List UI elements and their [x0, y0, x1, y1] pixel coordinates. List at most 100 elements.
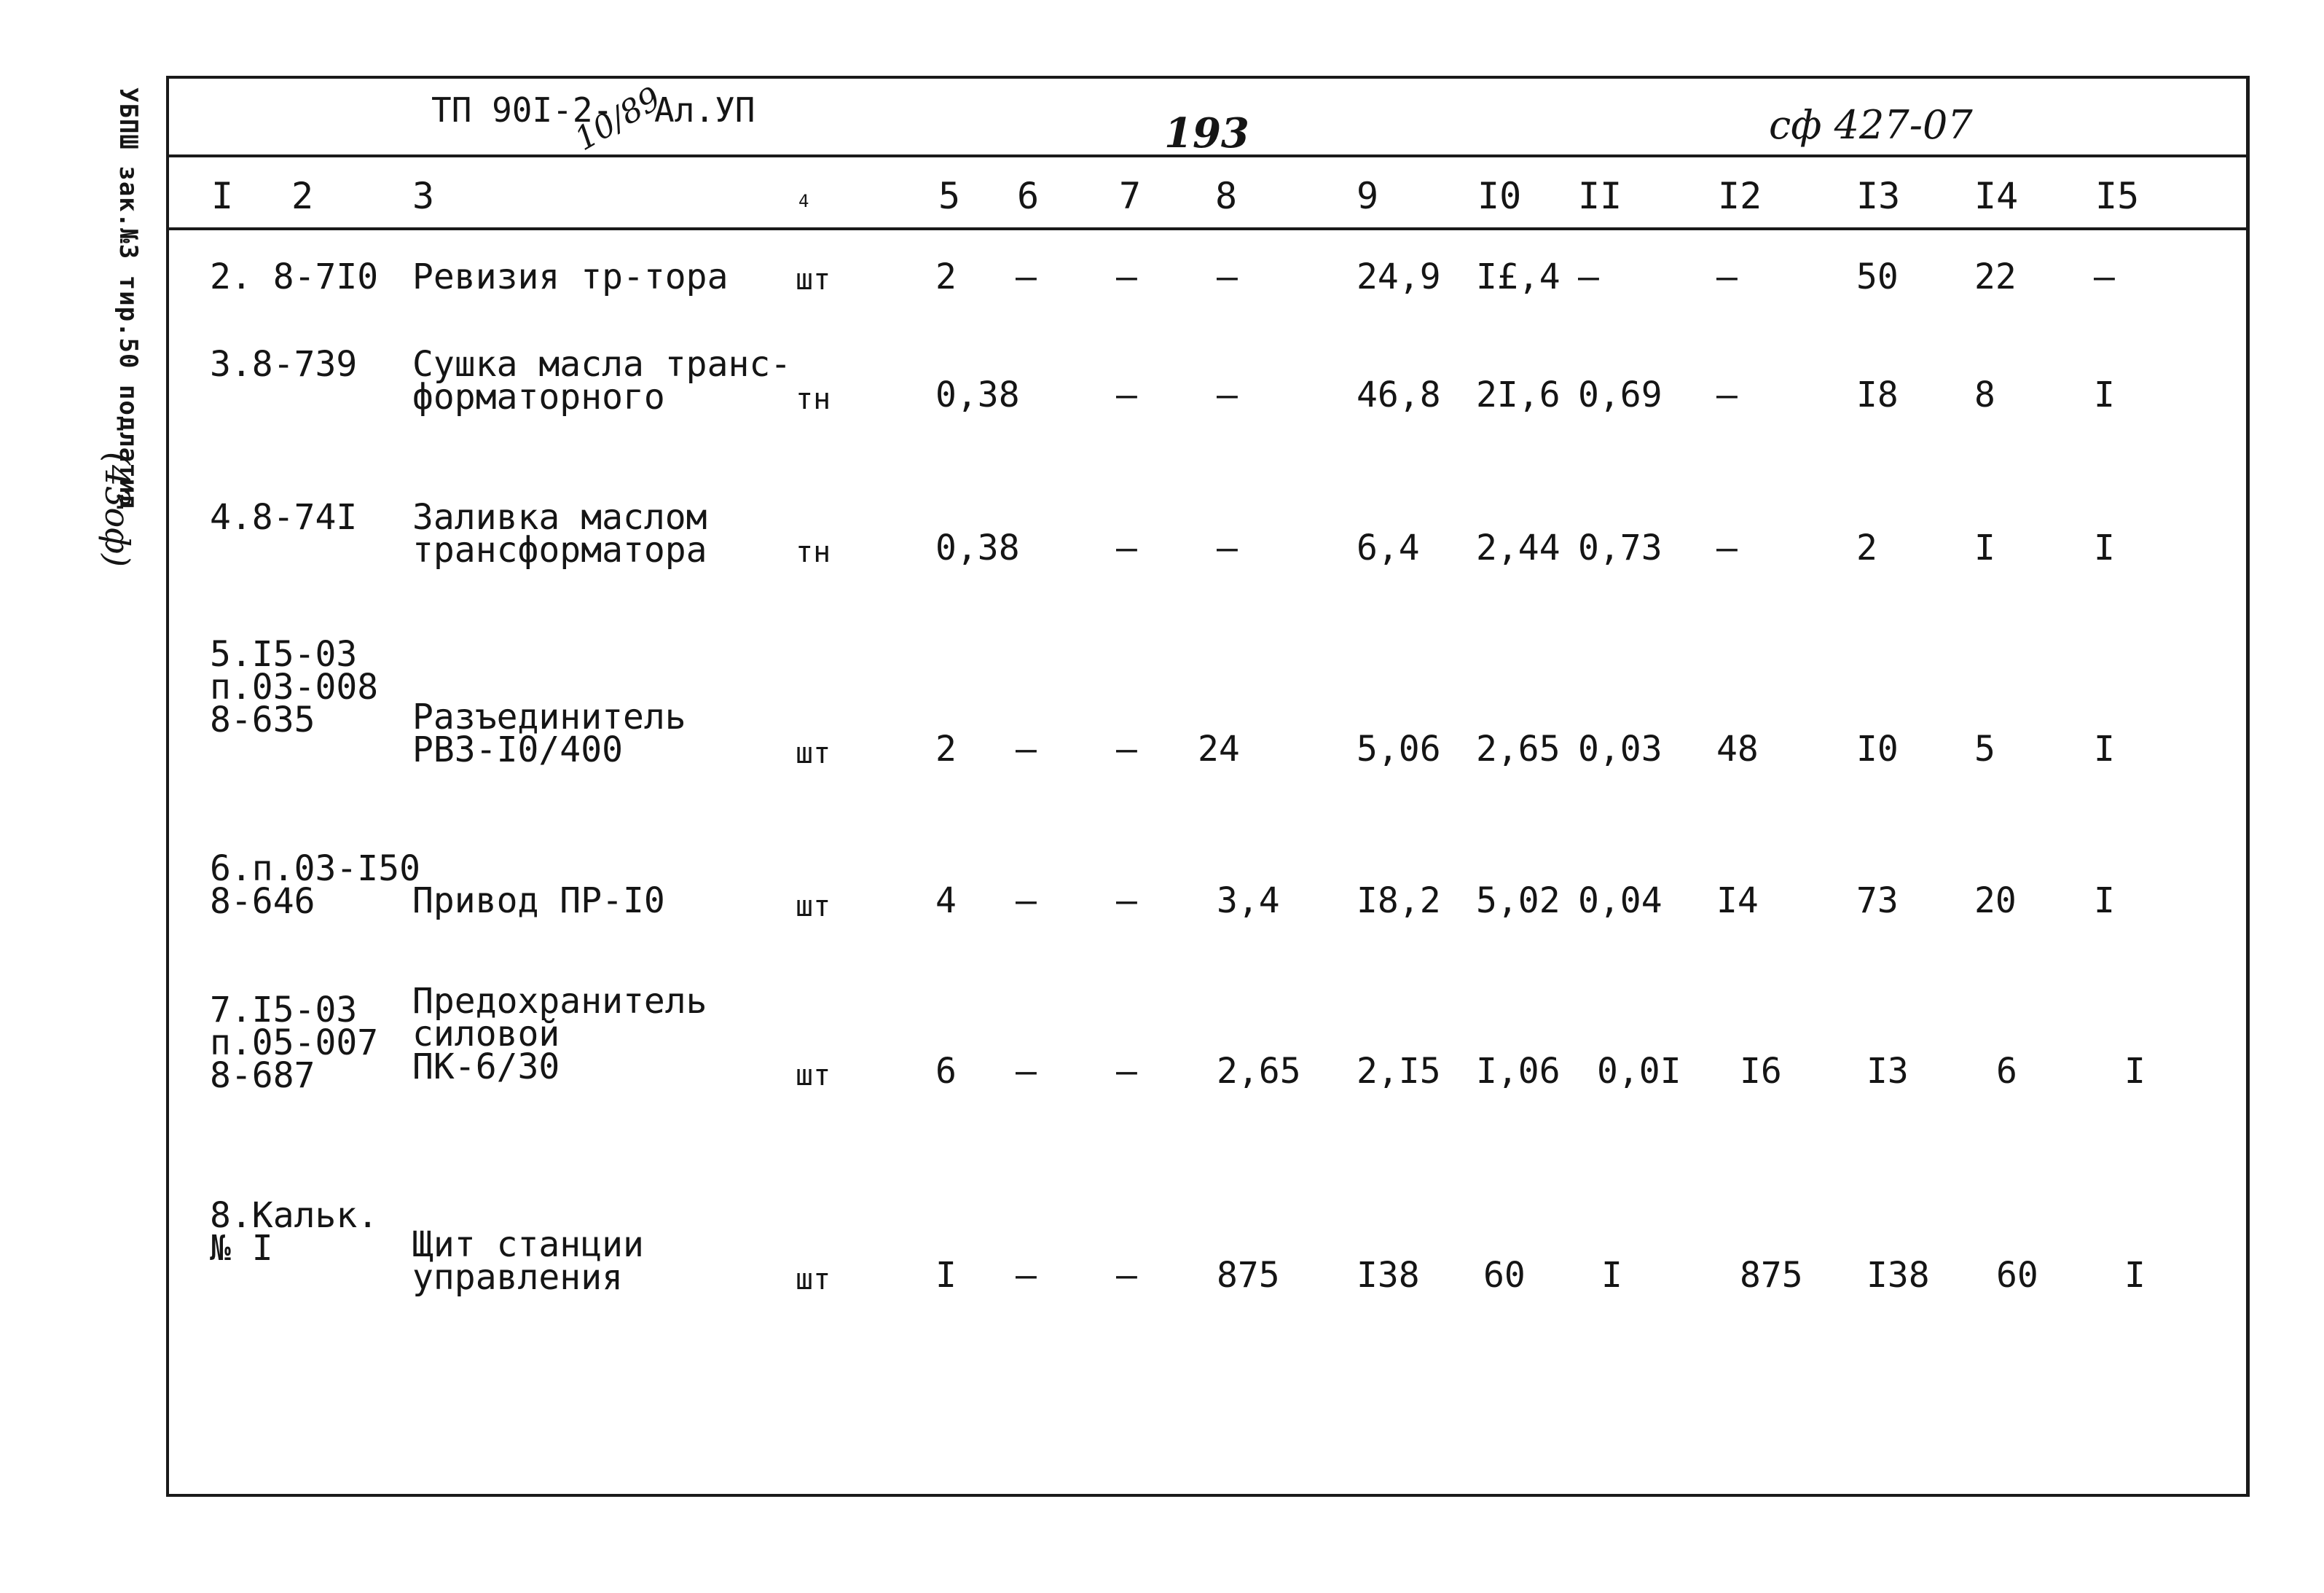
cell-col15: I	[2094, 880, 2115, 921]
cell-col8: –	[1217, 375, 1238, 415]
row-code: 4.8-74I	[210, 497, 358, 538]
cell-col12: 48	[1716, 729, 1759, 770]
cell-col6: –	[1016, 729, 1037, 770]
table-frame	[166, 76, 2250, 1497]
column-number-3: 3	[412, 175, 435, 217]
column-numbers-divider	[166, 227, 2250, 230]
cell-col14: 8	[1974, 375, 1995, 415]
cell-col7: –	[1116, 880, 1137, 921]
column-number-7: 7	[1119, 175, 1142, 217]
column-number-13: I3	[1856, 175, 1901, 217]
row-name: Разъединитель РВЗ-I0/400	[412, 697, 686, 770]
row-code: 2. 8-7I0	[210, 257, 379, 297]
cell-col8: 2,65	[1217, 1051, 1301, 1092]
cell-col14: I	[1974, 528, 1995, 568]
cell-col11: I	[1601, 1255, 1622, 1296]
cell-col5: 4	[935, 880, 957, 921]
cell-col13: I8	[1856, 375, 1899, 415]
row-unit: шт	[796, 890, 831, 923]
document-code: ТП 90I-2-	[431, 90, 613, 130]
cell-col15: I	[2124, 1051, 2146, 1092]
cell-col15: I	[2094, 375, 2115, 415]
column-number-12: I2	[1718, 175, 1762, 217]
row-unit: тн	[796, 536, 831, 569]
column-number-15: I5	[2095, 175, 2140, 217]
cell-col9: I8,2	[1357, 880, 1441, 921]
cell-col8: 875	[1217, 1255, 1280, 1296]
cell-col11: –	[1578, 257, 1599, 297]
row-unit: шт	[796, 263, 831, 297]
row-unit: тн	[796, 383, 831, 416]
cell-col6: –	[1016, 1255, 1037, 1296]
column-number-9: 9	[1357, 175, 1379, 217]
cell-col10: 2,65	[1476, 729, 1561, 770]
cell-col6: –	[1016, 1051, 1037, 1092]
column-number-11: II	[1578, 175, 1622, 217]
cell-col13: 73	[1856, 880, 1899, 921]
column-number-14: I4	[1974, 175, 2019, 217]
cell-col7: –	[1116, 528, 1137, 568]
cell-col12: –	[1716, 375, 1738, 415]
cell-col14: 5	[1974, 729, 1995, 770]
cell-col11: 0,04	[1578, 880, 1662, 921]
cell-col11: 0,03	[1578, 729, 1662, 770]
row-code: 8.Кальк. № I	[210, 1195, 379, 1269]
cell-col11: 0,0I	[1597, 1051, 1681, 1092]
cell-col8: –	[1217, 528, 1238, 568]
cell-col12: –	[1716, 257, 1738, 297]
row-code: 5.I5-03 п.03-008 8-635	[210, 634, 379, 740]
column-number-2: 2	[291, 175, 314, 217]
column-number-10: I0	[1477, 175, 1522, 217]
row-name: Заливка маслом трансформатора	[412, 497, 707, 571]
sheet-reference: сф 427-07	[1769, 102, 1973, 148]
cell-col7: –	[1116, 375, 1137, 415]
row-code: 7.I5-03 п.05-007 8-687	[210, 990, 379, 1096]
row-name: Предохранитель силовой ПК-6/30	[412, 981, 707, 1087]
cell-col15: I	[2094, 729, 2115, 770]
cell-col15: I	[2094, 528, 2115, 568]
cell-col10: 2,44	[1476, 528, 1561, 568]
row-unit: шт	[796, 737, 831, 770]
cell-col13: 50	[1856, 257, 1899, 297]
cell-col12: I4	[1716, 880, 1759, 921]
cell-col14: 20	[1974, 880, 2017, 921]
column-number-6: 6	[1017, 175, 1040, 217]
row-code: 3.8-739	[210, 344, 358, 385]
row-name: Привод ПР-I0	[412, 880, 665, 921]
margin-note: (43оф)	[98, 452, 137, 568]
print-stamp: УБПШ зак.№3 тир.50 подлатид	[114, 87, 143, 510]
cell-col8: 24	[1198, 729, 1240, 770]
row-name: Ревизия тр-тора	[412, 257, 729, 297]
cell-col13: I0	[1856, 729, 1899, 770]
column-number-4: 4	[798, 191, 809, 211]
cell-col12: I6	[1740, 1051, 1782, 1092]
cell-col14: 60	[1996, 1255, 2038, 1296]
row-unit: шт	[796, 1059, 831, 1092]
cell-col7: –	[1116, 257, 1137, 297]
album-label: Ал.УП	[654, 90, 755, 130]
cell-col7: –	[1116, 1051, 1137, 1092]
cell-col5: I	[935, 1255, 957, 1296]
row-code: 6.п.03-I50 8-646	[210, 848, 420, 922]
cell-col8: –	[1217, 257, 1238, 297]
cell-col5: 0,38	[935, 528, 1020, 568]
cell-col5: 2	[935, 257, 957, 297]
column-number-1: I	[211, 175, 234, 217]
cell-col11: 0,73	[1578, 528, 1662, 568]
cell-col10: 60	[1483, 1255, 1526, 1296]
cell-col10: I,06	[1476, 1051, 1561, 1092]
row-unit: шт	[796, 1263, 831, 1296]
cell-col5: 2	[935, 729, 957, 770]
cell-col9: 24,9	[1357, 257, 1441, 297]
cell-col5: 0,38	[935, 375, 1020, 415]
cell-col13: I3	[1866, 1051, 1909, 1092]
cell-col9: I38	[1357, 1255, 1420, 1296]
page-number: 193	[1164, 109, 1249, 157]
cell-col9: 46,8	[1357, 375, 1441, 415]
column-number-8: 8	[1215, 175, 1238, 217]
row-name: Щит станции управления	[412, 1224, 644, 1298]
cell-col15: I	[2124, 1255, 2146, 1296]
cell-col13: 2	[1856, 528, 1877, 568]
cell-col8: 3,4	[1217, 880, 1280, 921]
cell-col6: –	[1016, 880, 1037, 921]
